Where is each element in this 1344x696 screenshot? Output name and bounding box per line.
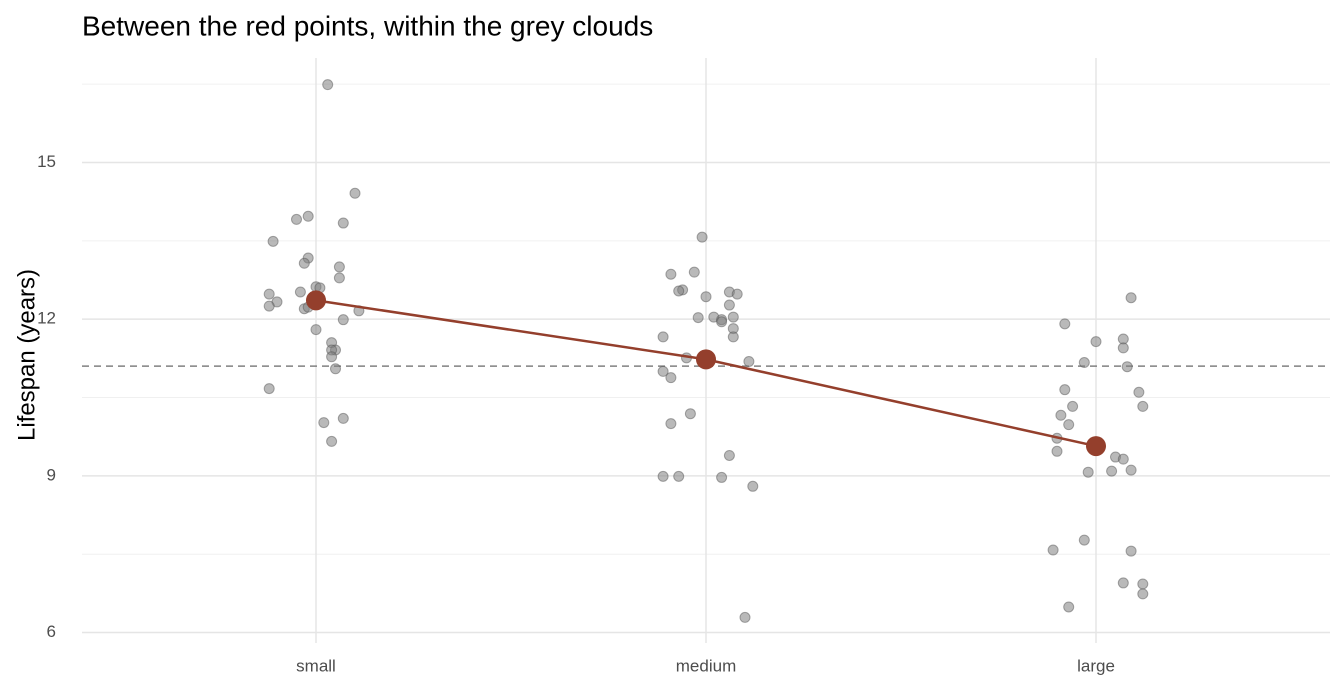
jitter-point: [1137, 588, 1149, 600]
jitter-point: [326, 351, 338, 363]
jitter-point: [1063, 419, 1075, 431]
jitter-point: [1117, 342, 1129, 354]
jitter-point: [665, 418, 677, 430]
mean-point: [1086, 436, 1106, 457]
jitter-point: [739, 611, 751, 623]
jitter-point: [310, 324, 322, 336]
jitter-point: [1125, 292, 1137, 304]
jitter-point: [1133, 386, 1145, 398]
jitter-point: [1059, 384, 1071, 396]
jitter-point: [302, 210, 314, 222]
jitter-point: [1121, 361, 1133, 373]
jitter-point: [1106, 465, 1118, 477]
jitter-point: [665, 372, 677, 384]
jitter-point: [333, 272, 345, 284]
y-axis-label: Lifespan (years): [13, 269, 40, 441]
jitter-point: [747, 480, 759, 492]
jitter-point: [743, 355, 755, 367]
jitter-point: [263, 383, 275, 395]
jitter-point: [1137, 578, 1149, 590]
jitter-point: [337, 217, 349, 229]
x-tick-label: medium: [676, 656, 736, 675]
jitter-point: [337, 314, 349, 326]
jitter-point: [727, 331, 739, 343]
jitter-point: [1125, 545, 1137, 557]
jitter-point: [333, 261, 345, 273]
jitter-point: [673, 470, 685, 482]
jitter-point: [723, 299, 735, 311]
jitter-point: [1047, 544, 1059, 556]
y-tick-label: 15: [37, 152, 56, 171]
y-tick-label: 9: [47, 465, 56, 484]
jitter-point: [263, 300, 275, 312]
mean-point: [306, 290, 326, 311]
jitter-point: [731, 288, 743, 300]
jitter-point: [716, 471, 728, 483]
x-tick-label: small: [296, 656, 336, 675]
jitter-point: [657, 470, 669, 482]
jitter-point: [657, 331, 669, 343]
jitter-point: [1078, 534, 1090, 546]
jitter-point: [665, 268, 677, 280]
jitter-point: [267, 235, 279, 247]
jitter-point: [673, 285, 685, 297]
jitter-point: [1117, 577, 1129, 589]
jitter-point: [298, 257, 310, 269]
y-tick-label: 12: [37, 309, 56, 328]
jitter-point: [1082, 466, 1094, 478]
jitter-point: [1125, 464, 1137, 476]
jitter-point: [696, 231, 708, 243]
jitter-point: [716, 316, 728, 328]
jitter-point: [1137, 400, 1149, 412]
jitter-point: [322, 79, 334, 91]
jitter-point: [1067, 400, 1079, 412]
jitter-point: [330, 363, 341, 375]
jitter-point: [692, 312, 704, 324]
mean-point: [696, 349, 716, 370]
jitter-point: [727, 311, 739, 323]
jitter-point: [1055, 409, 1067, 421]
jitter-point: [723, 449, 735, 461]
jitter-point: [1090, 336, 1102, 348]
jitter-point: [349, 187, 361, 199]
jitter-point: [657, 365, 669, 377]
y-tick-label: 6: [47, 622, 56, 641]
jitter-point: [291, 213, 302, 225]
jitter-point: [318, 417, 330, 429]
jitter-point: [684, 408, 696, 420]
jitter-point: [294, 286, 306, 298]
jitter-point: [1117, 453, 1129, 465]
x-tick-label: large: [1077, 656, 1115, 675]
jitter-point: [1078, 357, 1090, 369]
jitter-point: [1059, 318, 1071, 330]
jitter-point: [263, 288, 275, 300]
jitter-point: [337, 412, 349, 424]
jitter-point: [1051, 445, 1063, 457]
jitter-point: [700, 291, 712, 303]
jitter-point: [1063, 601, 1075, 613]
chart-title: Between the red points, within the grey …: [82, 10, 653, 41]
jitter-point: [688, 266, 700, 278]
jitter-point: [326, 435, 338, 447]
